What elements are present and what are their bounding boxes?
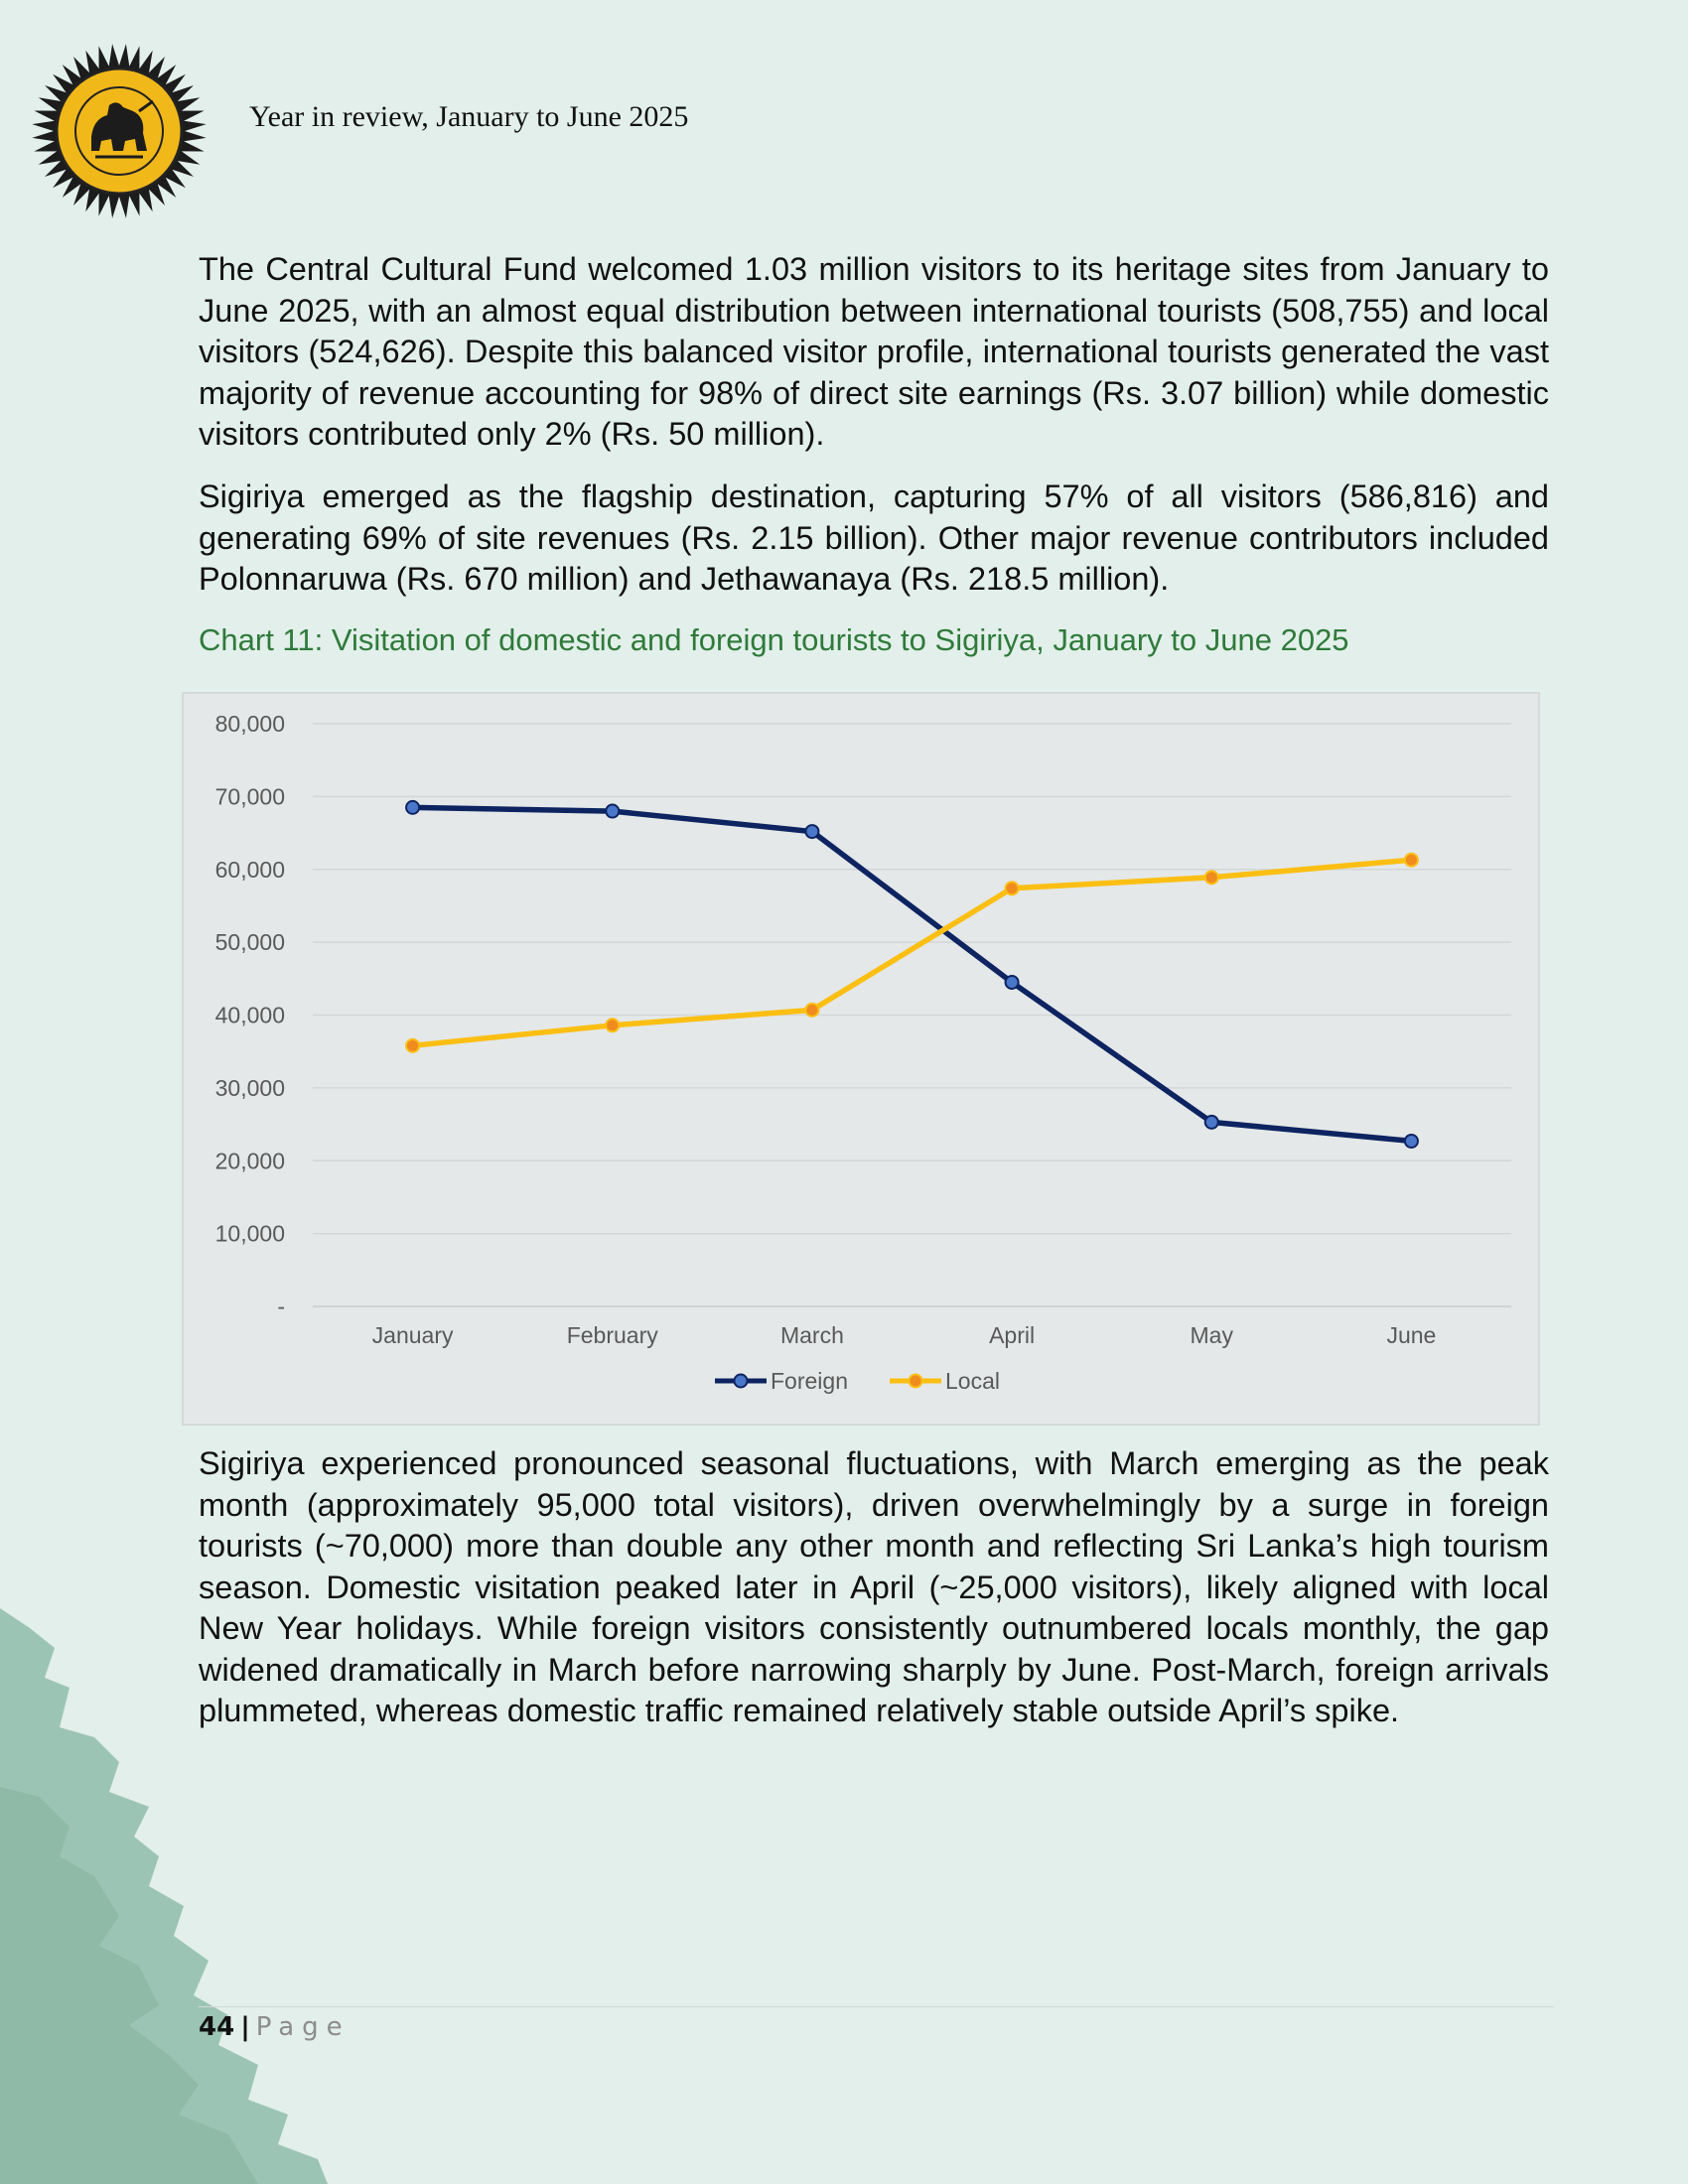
page-footer: 44 | Page bbox=[199, 2012, 351, 2042]
x-tick-label: January bbox=[372, 1322, 454, 1348]
data-point-foreign bbox=[1203, 1114, 1219, 1130]
decorative-leaf-shape bbox=[0, 1608, 328, 2184]
x-tick-label: June bbox=[1386, 1322, 1436, 1348]
y-tick-label: 60,000 bbox=[215, 857, 285, 883]
legend-label: Local bbox=[945, 1368, 1000, 1394]
tourism-authority-seal-logo bbox=[32, 44, 207, 218]
footer-separator: | bbox=[240, 2012, 250, 2042]
series-line-local bbox=[409, 857, 1415, 1049]
legend-marker-local bbox=[908, 1373, 923, 1389]
report-header-title: Year in review, January to June 2025 bbox=[249, 100, 689, 133]
x-tick-label: May bbox=[1191, 1322, 1234, 1348]
y-tick-label: - bbox=[277, 1294, 285, 1319]
data-point-foreign bbox=[1403, 1133, 1419, 1149]
x-tick-label: April bbox=[989, 1322, 1035, 1348]
sigiriya-paragraph: Sigiriya emerged as the flagship destina… bbox=[199, 478, 1549, 597]
line-chart: - 10,000 20,000 30,000 40,000 50,000 60,000 70,… bbox=[182, 692, 1540, 1426]
y-tick-label: 20,000 bbox=[215, 1148, 285, 1173]
data-point-foreign bbox=[1004, 974, 1020, 990]
y-tick-label: 10,000 bbox=[215, 1221, 285, 1247]
footer-divider bbox=[199, 2006, 1554, 2007]
data-point-local bbox=[605, 1018, 621, 1033]
data-point-foreign bbox=[405, 799, 421, 815]
data-point-local bbox=[804, 1002, 820, 1018]
series-line-foreign bbox=[409, 804, 1415, 1145]
data-point-local bbox=[1004, 881, 1020, 896]
chart-caption: Chart 11: Visitation of domestic and for… bbox=[199, 622, 1349, 657]
y-tick-label: 70,000 bbox=[215, 783, 285, 809]
page-number: 44 bbox=[199, 2012, 235, 2042]
data-point-local bbox=[1403, 852, 1419, 868]
y-tick-label: 40,000 bbox=[215, 1003, 285, 1028]
legend-label: Foreign bbox=[771, 1368, 848, 1394]
data-point-foreign bbox=[605, 803, 621, 819]
y-tick-label: 30,000 bbox=[215, 1075, 285, 1101]
line-chart-canvas: - 10,000 20,000 30,000 40,000 50,000 60,000 70,… bbox=[215, 711, 1511, 1394]
data-point-local bbox=[405, 1037, 421, 1053]
data-point-foreign bbox=[804, 824, 820, 840]
x-tick-label: February bbox=[567, 1322, 659, 1348]
data-point-local bbox=[1203, 870, 1219, 886]
intro-paragraph: The Central Cultural Fund welcomed 1.03 … bbox=[199, 251, 1549, 452]
x-tick-label: March bbox=[780, 1322, 844, 1348]
page-label: Page bbox=[255, 2012, 351, 2042]
legend-marker-foreign bbox=[733, 1373, 749, 1389]
y-tick-label: 50,000 bbox=[215, 929, 285, 955]
y-tick-label: 80,000 bbox=[215, 711, 285, 737]
seasonal-analysis-paragraph: Sigiriya experienced pronounced seasonal… bbox=[199, 1445, 1549, 1728]
